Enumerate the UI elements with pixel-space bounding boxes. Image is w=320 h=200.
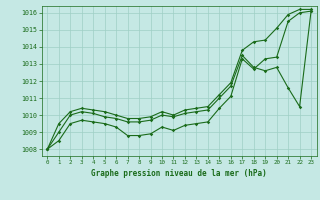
X-axis label: Graphe pression niveau de la mer (hPa): Graphe pression niveau de la mer (hPa): [91, 169, 267, 178]
